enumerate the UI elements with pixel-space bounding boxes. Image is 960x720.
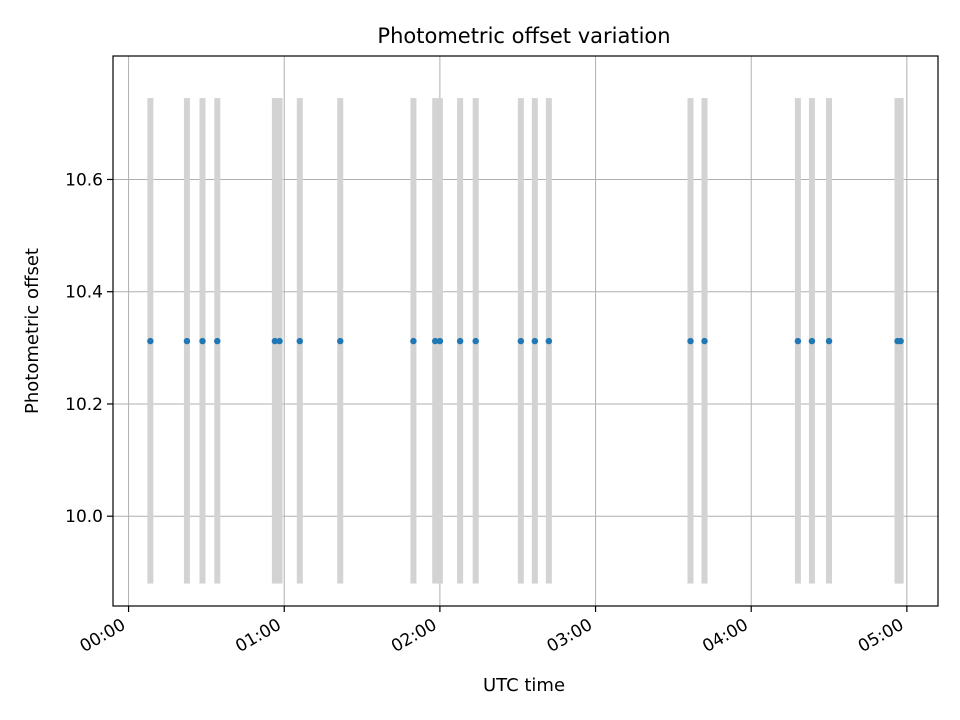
data-point xyxy=(432,337,439,345)
data-point xyxy=(472,337,479,345)
data-point xyxy=(701,337,708,345)
data-point xyxy=(410,337,417,345)
x-tick-label: 04:00 xyxy=(699,615,751,657)
data-point xyxy=(897,337,904,345)
data-point xyxy=(337,337,344,345)
x-tick-label: 01:00 xyxy=(232,615,284,657)
y-tick-label: 10.2 xyxy=(65,395,103,415)
plot-frame xyxy=(112,55,939,607)
x-tick-label: 05:00 xyxy=(855,615,907,657)
data-point xyxy=(545,337,553,345)
x-tick-label: 00:00 xyxy=(77,615,129,657)
x-tick-label: 02:00 xyxy=(388,615,440,657)
data-point xyxy=(517,337,525,345)
data-point xyxy=(687,337,694,345)
chart-title: Photometric offset variation xyxy=(377,24,670,48)
data-point xyxy=(276,337,283,345)
data-point xyxy=(199,337,206,345)
data-point xyxy=(456,337,464,345)
data-point xyxy=(271,337,279,345)
data-points xyxy=(147,337,904,345)
data-point xyxy=(808,337,816,345)
y-tick-label: 10.4 xyxy=(65,283,103,303)
y-axis-label: Photometric offset xyxy=(22,248,43,414)
data-point xyxy=(794,337,802,345)
data-point xyxy=(825,337,833,345)
x-tick-label: 03:00 xyxy=(544,615,596,657)
x-axis-ticks: 00:00 01:00 02:00 03:00 04:00 05:00 xyxy=(77,606,908,657)
data-point xyxy=(531,337,539,345)
data-point xyxy=(214,337,221,345)
observation-spans xyxy=(147,98,904,584)
y-tick-label: 10.0 xyxy=(65,507,103,527)
y-axis-ticks: 10.0 10.2 10.4 10.6 xyxy=(65,170,113,527)
data-point xyxy=(436,337,444,345)
y-tick-label: 10.6 xyxy=(65,170,103,190)
data-point xyxy=(147,337,154,345)
data-point xyxy=(183,337,191,345)
data-point xyxy=(296,337,303,345)
x-axis-label: UTC time xyxy=(483,675,565,696)
